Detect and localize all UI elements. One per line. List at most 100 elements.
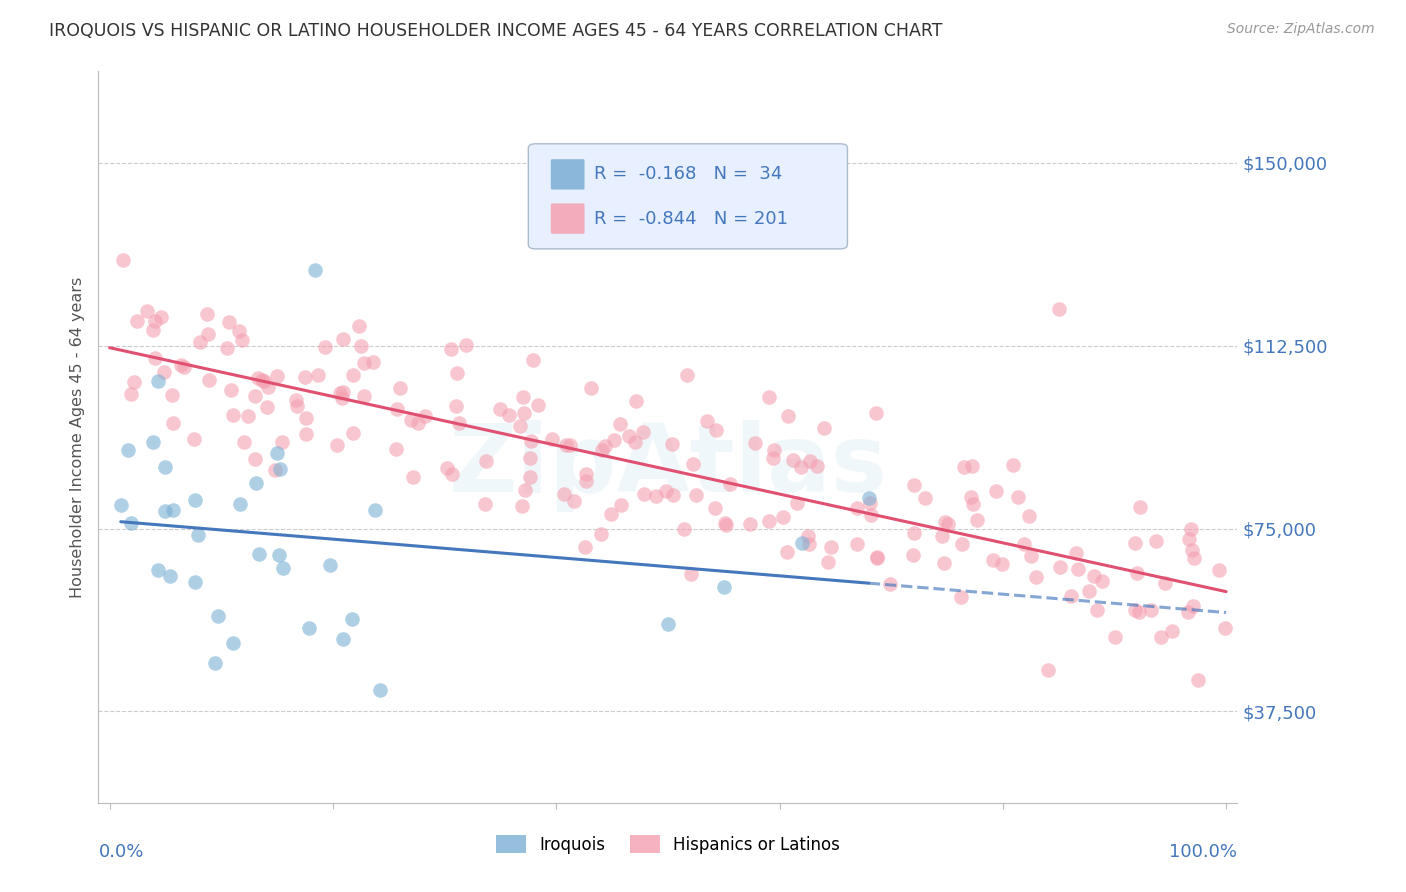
Point [195,307,218,321]
Point [758,390,780,404]
Point [1181,599,1204,613]
Point [136,303,159,318]
Point [1104,630,1126,644]
Point [332,385,354,400]
Point [347,319,370,334]
Point [1177,605,1199,619]
Point [673,522,696,536]
Point [250,373,273,387]
Point [361,354,384,368]
Point [704,500,727,515]
Point [222,409,245,423]
Point [370,682,392,697]
Point [342,425,364,440]
Point [329,385,352,400]
Point [1160,624,1182,639]
Point [447,416,470,430]
Point [600,508,623,522]
Point [219,383,242,397]
Point [1129,500,1152,514]
Point [142,322,165,336]
Text: IROQUOIS VS HISPANIC OR LATINO HOUSEHOLDER INCOME AGES 45 - 64 YEARS CORRELATION: IROQUOIS VS HISPANIC OR LATINO HOUSEHOLD… [49,22,942,40]
Point [256,401,278,415]
Point [879,577,901,591]
Point [266,369,288,384]
Point [1213,621,1236,635]
Point [762,450,785,465]
Point [591,442,613,457]
Point [799,453,821,467]
Point [657,616,679,631]
Point [575,474,598,488]
Point [120,516,142,530]
Point [1066,562,1088,576]
Point [519,451,541,466]
Point [903,526,925,541]
Point [1060,589,1083,603]
Point [790,536,813,550]
Point [558,438,581,452]
Point [111,253,134,268]
Point [142,434,165,449]
Point [332,332,354,346]
Point [340,611,363,625]
Point [1085,603,1108,617]
Point [950,590,973,604]
Point [294,370,316,384]
Point [231,333,253,347]
Point [204,657,226,671]
Point [198,373,221,387]
Point [1036,663,1059,677]
Point [188,334,211,349]
Point [1021,549,1043,563]
Point [271,561,294,575]
Point [197,326,219,341]
Point [1083,568,1105,582]
Point [509,418,531,433]
Point [579,381,602,395]
Point [218,315,240,329]
Point [187,528,209,542]
Point [353,356,375,370]
Point [319,558,342,573]
Point [1125,603,1147,617]
Point [609,417,631,431]
Point [520,434,543,449]
Point [326,438,349,452]
Point [865,406,887,420]
Point [1012,537,1035,551]
Point [845,500,868,515]
Point [117,442,139,457]
Point [110,498,132,512]
Point [149,310,172,324]
Point [1064,546,1087,560]
Point [813,421,835,435]
Point [304,263,326,277]
Point [790,460,813,475]
Point [553,487,575,501]
Point [474,454,496,468]
Point [931,528,953,542]
Point [294,410,316,425]
Point [446,399,468,413]
Point [267,548,290,562]
Point [936,516,959,531]
Point [454,337,477,351]
Point [762,443,785,458]
Point [1018,509,1040,524]
Point [295,427,318,442]
Point [914,491,936,505]
Point [984,484,1007,499]
Point [162,388,184,402]
Point [1123,536,1146,550]
Point [934,515,956,529]
Point [595,439,617,453]
Point [243,389,266,403]
Point [758,514,780,528]
Point [252,375,274,389]
Point [474,497,496,511]
Point [991,558,1014,572]
Point [512,390,534,404]
Point [859,496,882,510]
Point [522,353,544,368]
